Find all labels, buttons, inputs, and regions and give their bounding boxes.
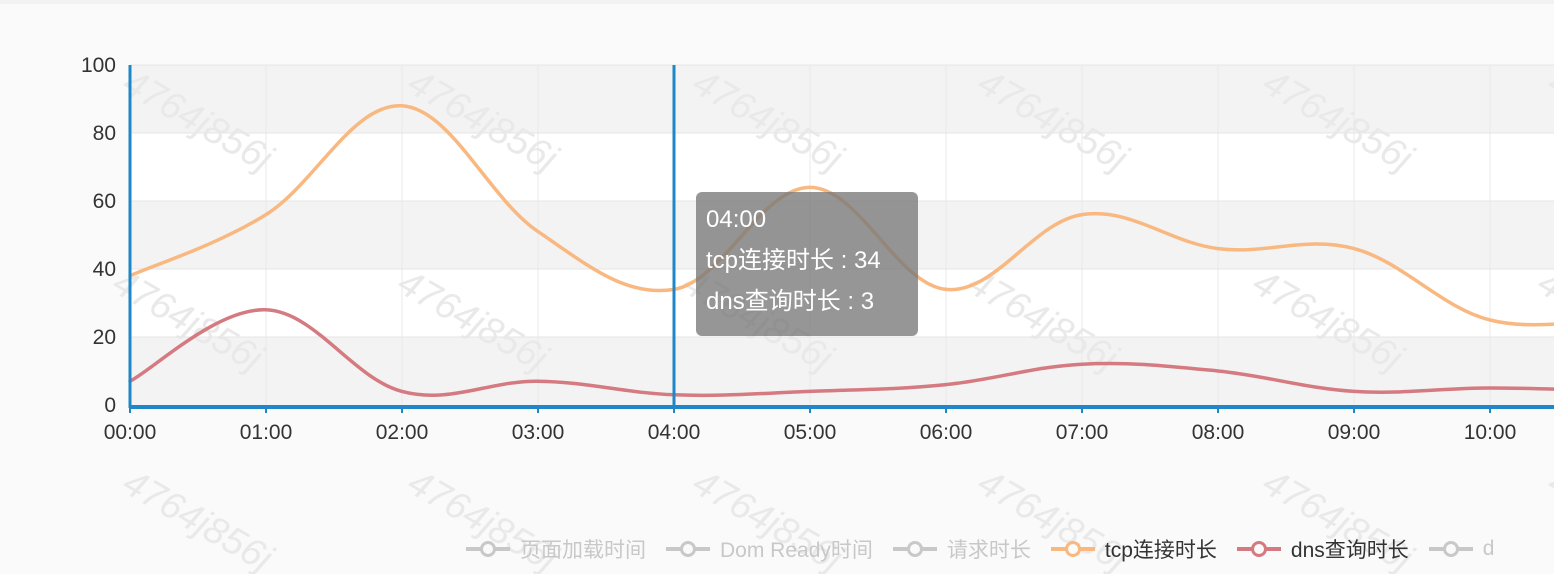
legend-line-marker-icon (666, 541, 710, 557)
grid-band (130, 65, 1554, 133)
x-tick-label: 00:00 (104, 421, 157, 444)
y-tick-label: 0 (104, 394, 116, 417)
legend-label: dns查询时长 (1290, 539, 1409, 562)
chart-legend: 页面加载时间 Dom Ready时间 请求时长 tcp连接时长 dns查询时长 d (466, 534, 1514, 564)
legend-label: tcp连接时长 (1104, 539, 1217, 562)
watermark-text: 4764j856j (116, 461, 281, 574)
y-tick-label: 100 (81, 54, 116, 77)
x-tick-label: 08:00 (1192, 421, 1245, 444)
legend-label: 请求时长 (946, 539, 1031, 562)
x-tick-label: 03:00 (512, 421, 565, 444)
legend-line-marker-icon (892, 541, 937, 557)
watermark-text: 4764j856j (1541, 461, 1554, 574)
tooltip-tcp-value: tcp连接时长 : 34 (706, 247, 881, 274)
x-tick-label: 04:00 (648, 421, 701, 444)
y-tick-label: 60 (93, 190, 116, 213)
legend-label: d (1482, 537, 1495, 560)
y-tick-label: 40 (93, 258, 116, 281)
legend-line-marker-icon (1050, 541, 1095, 557)
legend-line-marker-icon (466, 541, 510, 557)
grid-band (130, 133, 1554, 201)
grid-band (130, 337, 1554, 405)
x-tick-label: 06:00 (920, 421, 973, 444)
x-tick-label: 02:00 (376, 421, 429, 444)
grid-lines (130, 64, 1554, 405)
chart-tooltip: 04:00 tcp连接时长 : 34 dns查询时长 : 3 (696, 192, 918, 336)
x-tick-label: 10:00 (1464, 421, 1517, 444)
y-tick-label: 20 (93, 326, 116, 349)
legend-label: Dom Ready时间 (720, 539, 873, 562)
tooltip-time: 04:00 (706, 206, 767, 233)
legend-item[interactable]: 请求时长 (892, 534, 1031, 564)
legend-line-marker-icon (1428, 541, 1473, 557)
x-tick-label: 07:00 (1056, 421, 1109, 444)
legend-line-marker-icon (1236, 541, 1281, 557)
legend-item[interactable]: tcp连接时长 (1050, 534, 1217, 564)
legend-label: 页面加载时间 (520, 539, 646, 562)
dns-series-line (128, 308, 1554, 398)
y-tick-label: 80 (93, 122, 116, 145)
tooltip-dns-value: dns查询时长 : 3 (706, 288, 875, 315)
legend-item[interactable]: d (1428, 537, 1495, 561)
legend-item[interactable]: dns查询时长 (1236, 534, 1409, 564)
x-tick-label: 05:00 (784, 421, 837, 444)
x-tick-label: 01:00 (240, 421, 293, 444)
top-divider (0, 0, 1554, 4)
x-axis-ticks: 00:00 01:00 02:00 03:00 04:00 05:00 06:00 07:00… (104, 405, 1517, 444)
legend-item[interactable]: Dom Ready时间 (666, 534, 873, 564)
x-tick-label: 09:00 (1328, 421, 1381, 444)
y-axis-ticks: 0 20 40 60 80 100 (81, 54, 116, 417)
axes (128, 65, 1554, 409)
legend-item[interactable]: 页面加载时间 (466, 534, 646, 564)
